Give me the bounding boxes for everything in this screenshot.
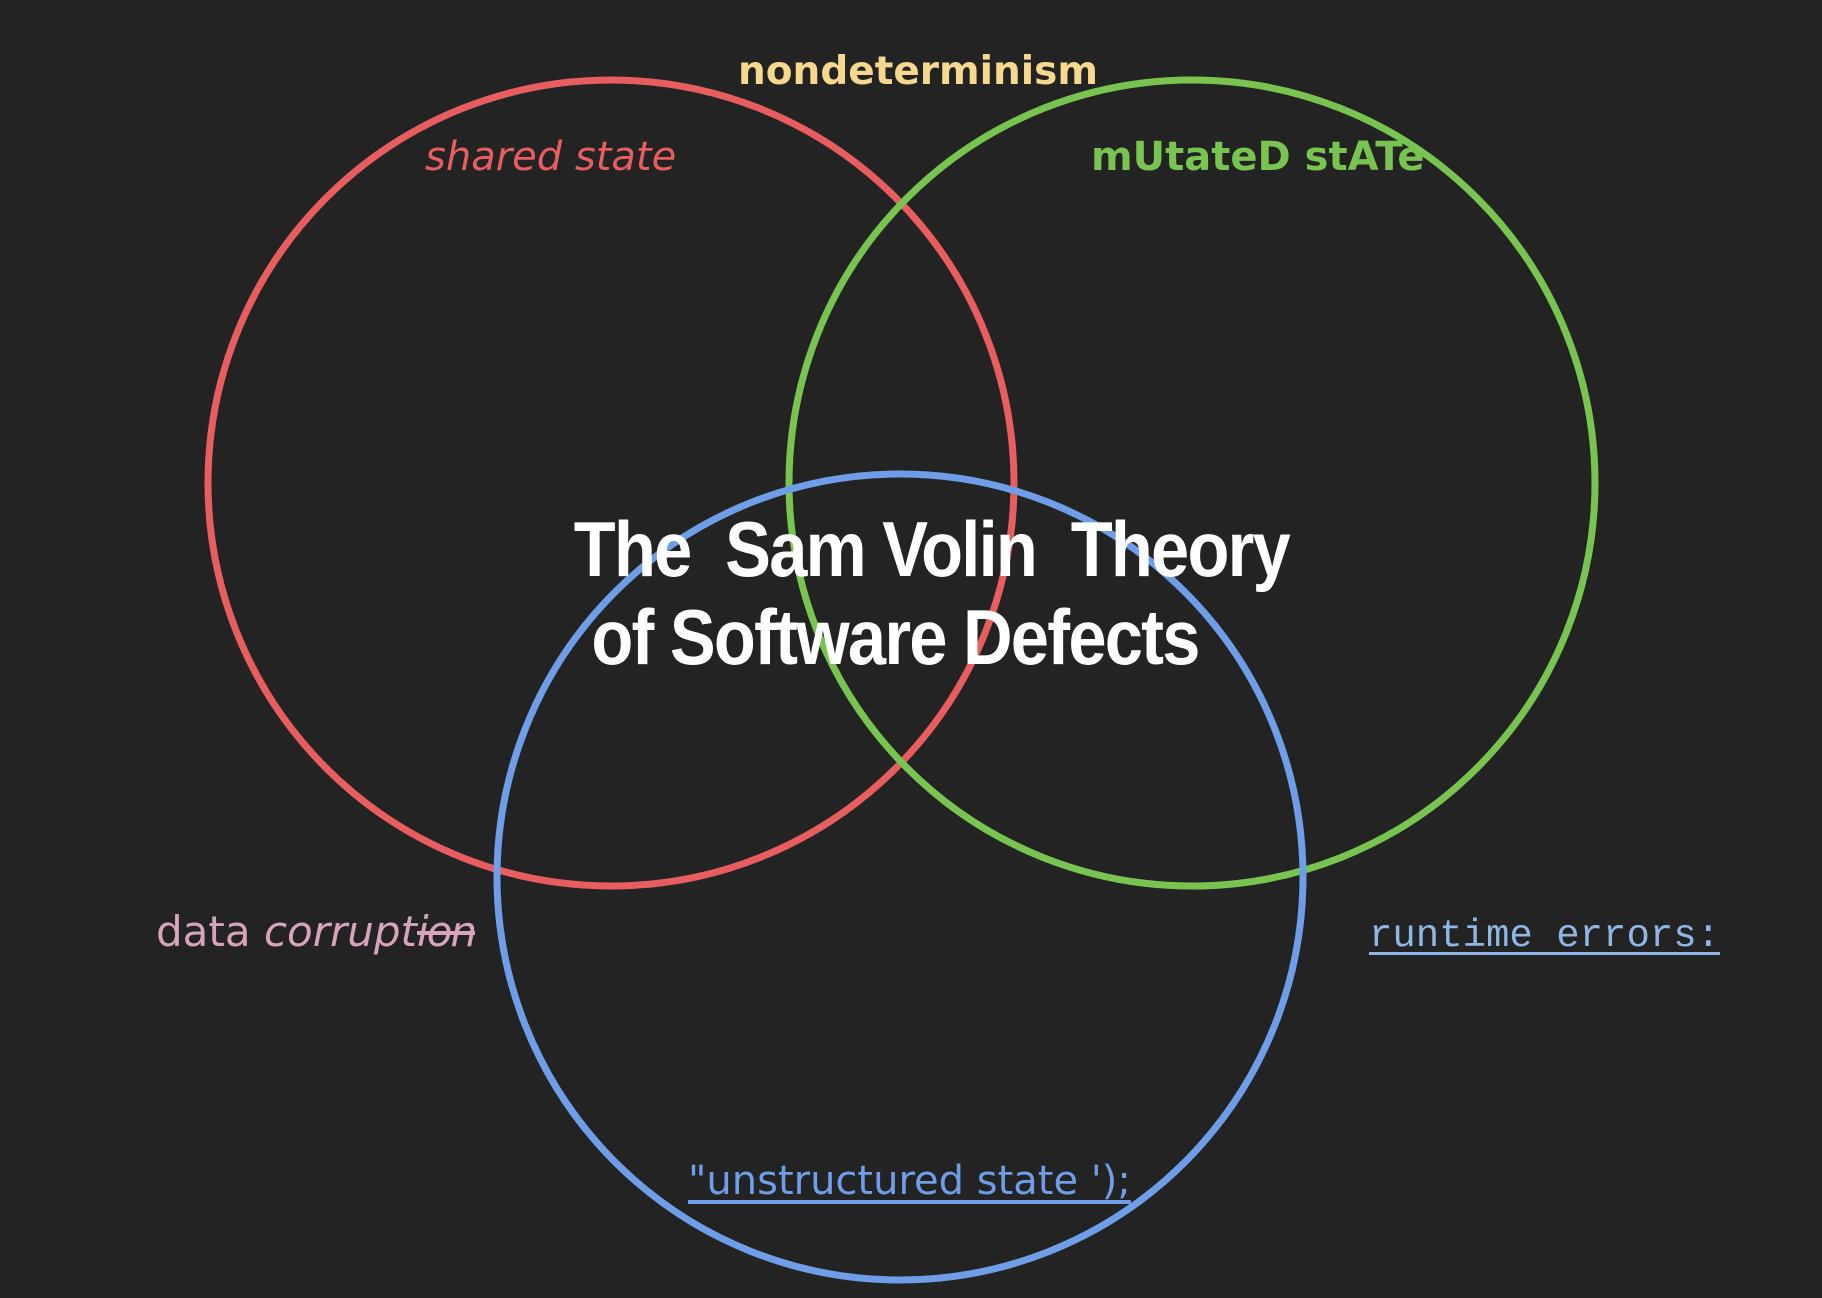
label-unstructured-state: "unstructured state '); bbox=[688, 1158, 1131, 1204]
label-data-corruption-italic: corrupt bbox=[263, 907, 418, 956]
circle-unstructured-state bbox=[493, 470, 1307, 1284]
diagram-title-line-1: The Sam Volin Theory bbox=[573, 505, 1291, 593]
label-data-corruption-plain: data bbox=[156, 907, 264, 956]
label-mutated-state: mUtateD stATe bbox=[1091, 134, 1425, 180]
circle-shared-state bbox=[204, 76, 1018, 890]
label-data-corruption: data corruption bbox=[156, 911, 477, 953]
label-runtime-errors: runtime errors: bbox=[1369, 914, 1721, 958]
circle-mutated-state bbox=[785, 76, 1599, 890]
label-shared-state: shared state bbox=[425, 134, 677, 180]
label-data-corruption-glitch: ion bbox=[417, 907, 477, 956]
diagram-title-line-2: of Software Defects bbox=[591, 593, 1200, 681]
diagram-title: The Sam Volin Theory of Software Defects bbox=[573, 505, 1291, 681]
label-nondeterminism: nondeterminism bbox=[738, 49, 1099, 94]
